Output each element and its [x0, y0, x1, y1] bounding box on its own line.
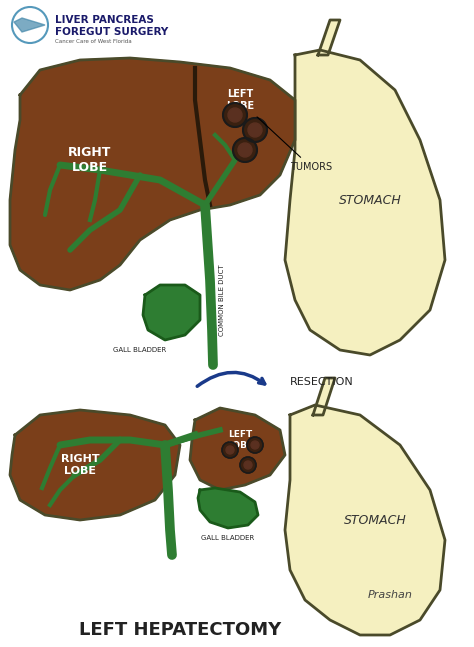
Circle shape — [248, 123, 262, 137]
Polygon shape — [318, 20, 340, 55]
Polygon shape — [285, 405, 445, 635]
Circle shape — [222, 442, 238, 458]
Text: RIGHT
LOBE: RIGHT LOBE — [61, 454, 100, 476]
Text: FOREGUT SURGERY: FOREGUT SURGERY — [55, 27, 168, 37]
Text: STOMACH: STOMACH — [338, 193, 401, 206]
Circle shape — [226, 446, 234, 454]
Polygon shape — [313, 378, 335, 415]
Polygon shape — [285, 50, 445, 355]
Text: Prashan: Prashan — [367, 590, 412, 600]
Circle shape — [238, 143, 252, 157]
Circle shape — [233, 138, 257, 162]
Text: COMMON BILE DUCT: COMMON BILE DUCT — [219, 264, 225, 336]
Circle shape — [251, 441, 259, 449]
Polygon shape — [10, 410, 180, 520]
Circle shape — [223, 103, 247, 127]
Polygon shape — [10, 58, 295, 290]
Circle shape — [228, 108, 242, 122]
Circle shape — [247, 437, 263, 453]
Text: Cancer Care of West Florida: Cancer Care of West Florida — [55, 39, 132, 44]
Text: LEFT
LOBE: LEFT LOBE — [227, 430, 253, 450]
Polygon shape — [198, 488, 258, 528]
Circle shape — [243, 118, 267, 142]
Text: LEFT
LOBE: LEFT LOBE — [226, 89, 254, 111]
Text: GALL BLADDER: GALL BLADDER — [201, 535, 255, 541]
Circle shape — [244, 461, 252, 469]
Circle shape — [240, 457, 256, 473]
Text: RESECTION: RESECTION — [290, 377, 354, 387]
Text: LEFT HEPATECTOMY: LEFT HEPATECTOMY — [79, 621, 281, 639]
Text: STOMACH: STOMACH — [344, 514, 406, 527]
Text: RIGHT
LOBE: RIGHT LOBE — [68, 146, 112, 174]
Polygon shape — [190, 408, 285, 490]
Text: TUMORS: TUMORS — [257, 117, 332, 172]
Polygon shape — [143, 285, 200, 340]
Text: LIVER PANCREAS: LIVER PANCREAS — [55, 15, 154, 25]
Polygon shape — [14, 18, 45, 32]
Text: GALL BLADDER: GALL BLADDER — [113, 347, 167, 353]
